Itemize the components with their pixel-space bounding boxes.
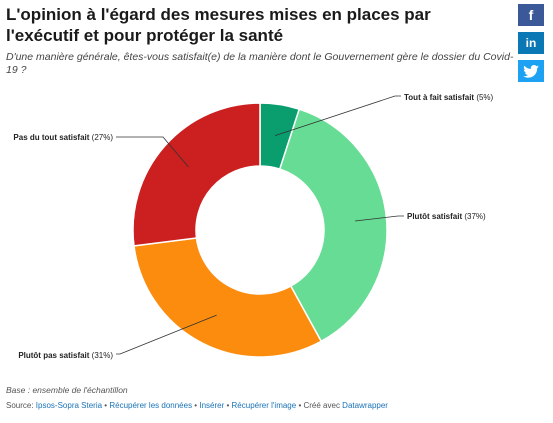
slice-label-2: Plutôt satisfait (37%): [407, 212, 486, 221]
source-label: Source:: [6, 401, 36, 410]
leader-line-3: [116, 314, 217, 355]
source-link[interactable]: Ipsos-Sopra Steria: [35, 401, 103, 410]
footer-base-note: Base : ensemble de l'échantillon: [6, 385, 128, 395]
donut-slice-2: [278, 108, 388, 343]
leader-line-2: [355, 215, 404, 222]
get-image-link[interactable]: Récupérer l'image: [231, 401, 297, 410]
slice-label-1: Tout à fait satisfait (5%): [404, 93, 494, 102]
separator: •: [194, 401, 198, 410]
separator: •: [298, 401, 302, 410]
linkedin-share-button[interactable]: in: [518, 32, 544, 54]
facebook-icon: f: [528, 7, 534, 23]
chart-subtitle: D'une manière générale, êtes-vous satisf…: [6, 51, 514, 76]
linkedin-icon: in: [525, 36, 537, 50]
facebook-share-button[interactable]: f: [518, 4, 544, 26]
leader-line-4: [116, 136, 189, 168]
chart-title: L'opinion à l'égard des mesures mises en…: [6, 5, 431, 45]
twitter-share-button[interactable]: [518, 60, 544, 82]
twitter-icon: [523, 64, 539, 78]
slice-label-3: Plutôt pas satisfait (31%): [18, 351, 113, 360]
leader-line-1: [274, 95, 401, 137]
datawrapper-link[interactable]: Datawrapper: [342, 401, 388, 410]
slice-label-4: Pas du tout satisfait (27%): [13, 133, 113, 142]
donut-slice-4: [132, 102, 261, 247]
footer-source: Source: Ipsos-Sopra Steria • Récupérer l…: [6, 401, 388, 410]
insert-link[interactable]: Insérer: [199, 401, 225, 410]
get-data-link[interactable]: Récupérer les données: [109, 401, 193, 410]
separator: •: [226, 401, 230, 410]
created-with-label: Créé avec: [303, 401, 343, 410]
separator: •: [104, 401, 108, 410]
donut-slice-3: [133, 237, 323, 358]
